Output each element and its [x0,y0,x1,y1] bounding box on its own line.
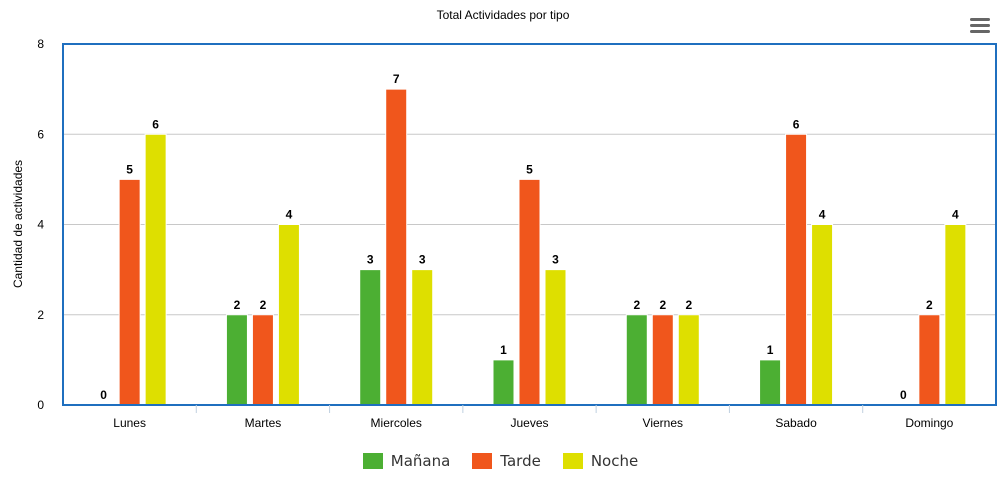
data-label: 0 [900,388,907,402]
data-label: 6 [152,117,159,131]
bar-viernes-1[interactable] [651,314,674,406]
legend-swatch [472,453,493,469]
bar-jueves-2[interactable] [544,269,567,406]
bar-sabado-1[interactable] [785,133,808,406]
bar-viernes-0[interactable] [625,314,648,406]
legend-label: Mañana [390,452,451,470]
bar-martes-0[interactable] [225,314,248,406]
data-label: 5 [126,162,133,176]
bar-jueves-1[interactable] [518,178,541,406]
data-label: 4 [819,208,826,222]
legend-swatch [362,453,383,469]
x-tick-label: Sabado [775,416,817,430]
bar-jueves-0[interactable] [492,359,515,406]
axes: 0 2 4 6 8 Lunes Martes Miercoles Jueves Viernes Sa… [37,37,997,430]
data-label: 2 [633,298,640,312]
data-label: 1 [500,343,507,357]
data-label: 7 [393,72,400,86]
x-tick-label: Lunes [113,416,146,430]
legend-item[interactable]: Noche [562,449,639,473]
legend-label: Noche [590,452,639,470]
bars [118,88,967,406]
data-label: 4 [286,208,293,222]
data-label: 3 [419,253,426,267]
y-tick-label: 6 [37,127,44,141]
bar-miercoles-0[interactable] [359,269,382,406]
y-tick-label: 8 [37,37,44,51]
x-tick-label: Domingo [905,416,953,430]
bar-domingo-2[interactable] [944,224,967,406]
bar-sabado-0[interactable] [759,359,782,406]
data-label: 1 [767,343,774,357]
bar-viernes-2[interactable] [677,314,700,406]
plot-border [62,43,997,406]
x-tick-label: Jueves [510,416,548,430]
y-tick-label: 0 [37,398,44,412]
data-labels: 0 5 6 2 2 4 3 7 3 1 5 3 2 2 2 1 6 4 0 2 4 [100,72,959,402]
y-tick-label: 2 [37,308,44,322]
x-tick-label: Martes [245,416,282,430]
data-label: 2 [926,298,933,312]
chart-title: Total Actividades por tipo [437,8,570,22]
bar-martes-2[interactable] [277,224,300,406]
data-label: 2 [260,298,267,312]
legend: Mañana Tarde Noche [0,449,1001,473]
legend-label: Tarde [500,452,541,470]
data-label: 2 [234,298,241,312]
y-axis-label: Cantidad de actividades [11,160,25,288]
bar-miercoles-1[interactable] [385,88,408,406]
x-tick-label: Viernes [643,416,683,430]
data-label: 0 [100,388,107,402]
bar-sabado-2[interactable] [811,224,834,406]
bar-miercoles-2[interactable] [411,269,434,406]
bar-lunes-2[interactable] [144,133,167,406]
data-label: 3 [367,253,374,267]
data-label: 4 [952,208,959,222]
legend-item[interactable]: Mañana [362,449,451,473]
x-tick-label: Miercoles [371,416,422,430]
bar-domingo-1[interactable] [918,314,941,406]
y-tick-label: 4 [37,218,44,232]
bar-martes-1[interactable] [251,314,274,406]
legend-swatch [562,453,583,469]
data-label: 2 [685,298,692,312]
data-label: 5 [526,162,533,176]
data-label: 6 [793,117,800,131]
bar-lunes-1[interactable] [118,178,141,406]
hamburger-menu-icon[interactable] [966,14,996,40]
data-label: 3 [552,253,559,267]
data-label: 2 [659,298,666,312]
legend-item[interactable]: Tarde [472,449,541,473]
